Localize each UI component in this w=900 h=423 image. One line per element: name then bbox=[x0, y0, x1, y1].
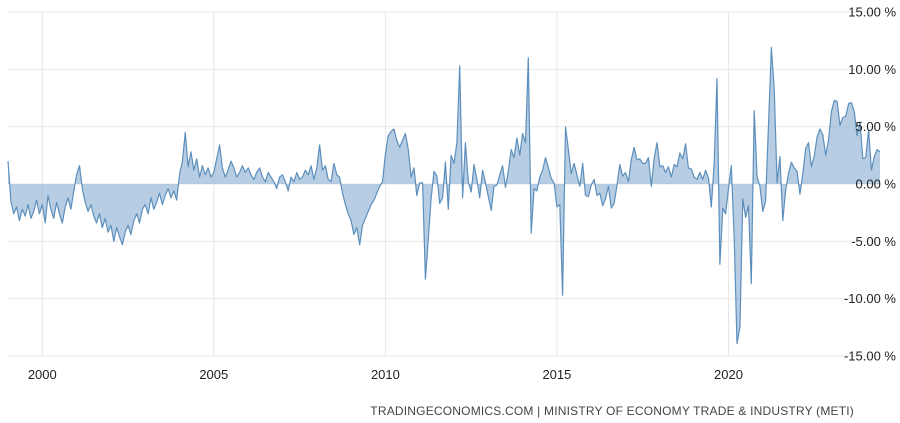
y-axis-label: 0.00 % bbox=[856, 177, 897, 192]
x-axis-label: 2020 bbox=[714, 367, 743, 382]
y-axis-label: 5.00 % bbox=[856, 119, 897, 134]
x-axis-label: 2010 bbox=[371, 367, 400, 382]
x-axis-label: 2005 bbox=[199, 367, 228, 382]
y-axis-label: -5.00 % bbox=[851, 234, 896, 249]
x-axis-label: 2015 bbox=[542, 367, 571, 382]
series-line bbox=[7, 46, 881, 344]
y-axis-label: -10.00 % bbox=[844, 291, 896, 306]
y-axis-label: -15.00 % bbox=[844, 349, 896, 364]
y-axis-label: 10.00 % bbox=[848, 62, 896, 77]
x-axis-label: 2000 bbox=[28, 367, 57, 382]
chart-svg: 15.00 % 10.00 % 5.00 % 0.00 % -5.00 % -10.00 … bbox=[7, 5, 897, 382]
attribution-text: TRADINGECONOMICS.COM | MINISTRY OF ECONO… bbox=[370, 404, 854, 418]
y-axis-label: 15.00 % bbox=[848, 5, 896, 20]
